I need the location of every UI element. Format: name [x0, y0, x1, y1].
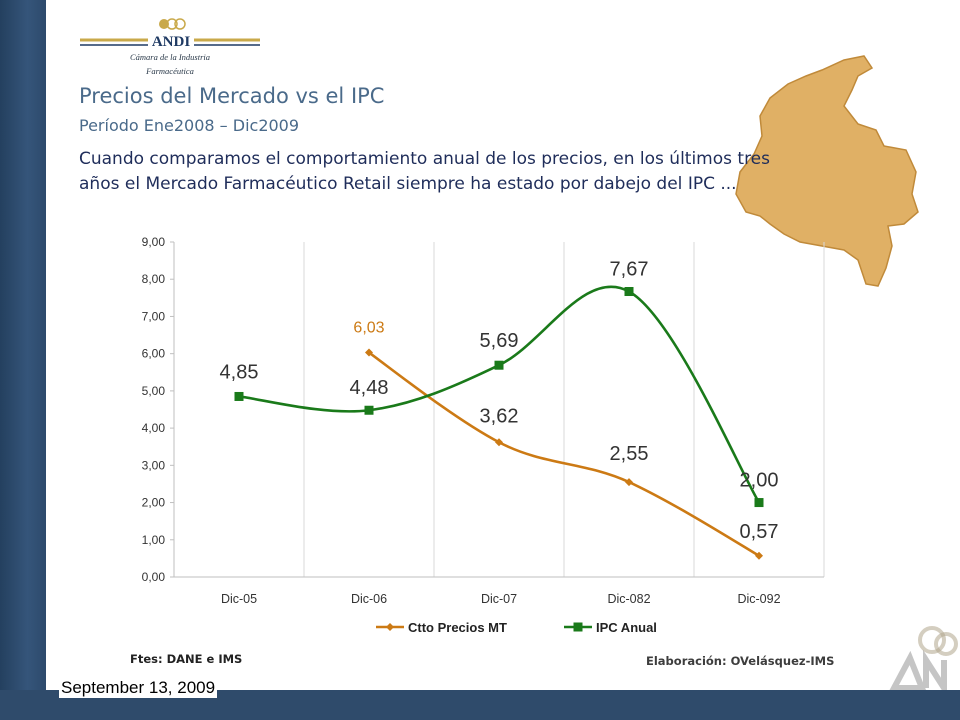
series-line-ctto [368, 351, 760, 557]
slide: ANDI Cámara de la Industria Farmacéutica… [46, 0, 960, 690]
data-point-ipc [364, 405, 374, 415]
y-tick-label: 1,00 [142, 533, 166, 547]
data-point-ipc [234, 391, 244, 401]
andi-watermark-icon [889, 626, 958, 690]
data-label-ipc: 2,00 [740, 470, 779, 492]
series-line-ipc [238, 285, 761, 504]
x-tick-label: Dic-082 [607, 592, 650, 606]
logo-subtitle-line1: Cámara de la Industria [129, 52, 211, 62]
data-point-ctto [495, 438, 503, 447]
data-label-ipc: 7,67 [610, 259, 649, 281]
map-shape [735, 55, 919, 287]
y-tick-label: 7,00 [142, 309, 166, 323]
logo-subtitle-line2: Farmacéutica [146, 66, 194, 76]
logo-ring-icon [159, 19, 169, 29]
summary-text: Cuando comparamos el comportamiento anua… [79, 147, 909, 197]
data-label-ctto: 0,57 [740, 521, 779, 543]
author-note: Elaboración: OVelásquez-IMS [646, 654, 835, 668]
x-tick-label: Dic-092 [737, 592, 780, 606]
legend-label: Ctto Precios MT [408, 620, 507, 635]
y-tick-label: 5,00 [142, 384, 166, 398]
logo-subtitle: Cámara de la Industria Farmacéutica [84, 50, 256, 78]
y-tick-label: 6,00 [142, 347, 166, 361]
summary-line-1: Cuando comparamos el comportamiento anua… [79, 149, 770, 169]
data-point-ctto [625, 478, 633, 487]
slide-date: September 13, 2009 [59, 678, 218, 698]
data-point-ctto [755, 551, 763, 560]
colombia-map-icon [735, 55, 919, 287]
data-point-ipc [624, 287, 634, 297]
logo-ring-icon [166, 18, 178, 30]
logo-ring-icon [174, 18, 186, 30]
data-label-ctto: 6,03 [353, 320, 384, 337]
data-label-ipc: 5,69 [480, 330, 519, 352]
chart-svg: 0,00 1,00 2,00 3,00 4,00 5,00 6,00 7,00 8,00 9,00… [142, 235, 825, 635]
source-note: Ftes: DANE e IMS [130, 652, 243, 666]
y-tick-label: 8,00 [142, 272, 166, 286]
data-label-ctto: 3,62 [480, 405, 519, 427]
period-subtitle: Período Ene2008 – Dic2009 [79, 116, 300, 135]
andi-logo: ANDI [80, 18, 260, 50]
x-tick-label: Dic-06 [351, 592, 387, 606]
data-point-ctto [365, 348, 373, 357]
summary-line-2: años el Mercado Farmacéutico Retail siem… [79, 174, 737, 194]
data-label-ctto: 2,55 [610, 443, 649, 465]
line-chart: 0,00 1,00 2,00 3,00 4,00 5,00 6,00 7,00 8,00 9,00… [66, 228, 880, 640]
y-tick-label: 3,00 [142, 458, 166, 472]
y-tick-label: 9,00 [142, 235, 166, 249]
x-tick-label: Dic-07 [481, 592, 517, 606]
logo-brand: ANDI [152, 34, 190, 50]
data-label-ipc: 4,85 [220, 361, 259, 383]
y-tick-label: 0,00 [142, 570, 166, 584]
data-point-ipc [754, 498, 764, 508]
y-tick-label: 2,00 [142, 496, 166, 510]
watermark-letters [889, 649, 947, 690]
page-title: Precios del Mercado vs el IPC [79, 84, 385, 108]
y-tick-label: 4,00 [142, 421, 166, 435]
left-decor-strip [0, 0, 46, 720]
data-point-ipc [494, 360, 504, 370]
legend-marker [573, 622, 583, 632]
legend-label: IPC Anual [596, 620, 657, 635]
watermark-ring [918, 626, 946, 654]
data-label-ipc: 4,48 [350, 377, 389, 399]
legend-marker [386, 623, 394, 631]
x-tick-label: Dic-05 [221, 592, 257, 606]
watermark-ring [934, 632, 958, 656]
